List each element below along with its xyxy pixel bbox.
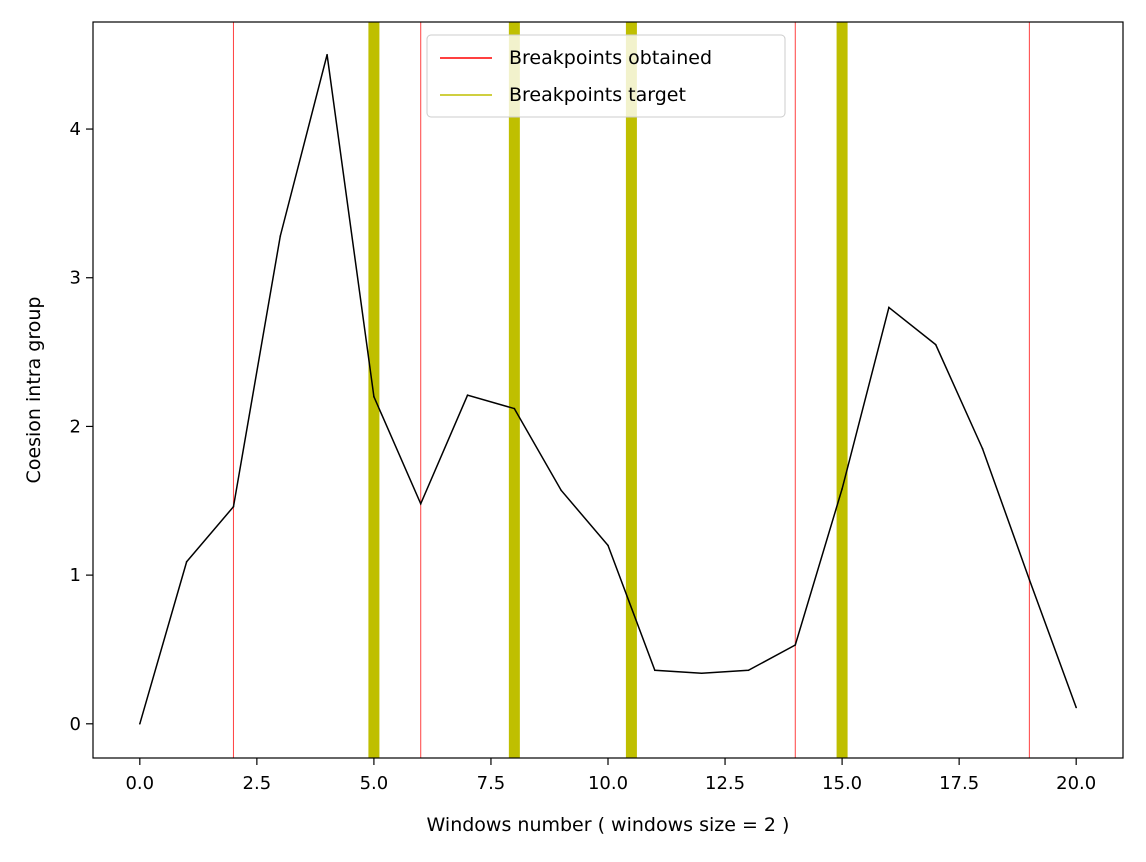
legend-label-target: Breakpoints target [509,84,686,106]
data-point [279,235,282,237]
x-tick-label: 2.5 [243,773,272,794]
y-tick-label: 1 [70,565,81,586]
y-tick-label: 2 [70,416,81,437]
x-tick-label: 0.0 [125,773,154,794]
series-layer [139,53,1077,725]
y-tick-label: 4 [70,119,81,140]
data-point [841,488,843,490]
data-point [747,669,750,672]
x-tick-label: 12.5 [705,773,745,794]
y-tick-label: 3 [70,268,81,289]
legend-box [426,34,786,118]
data-point [934,343,937,346]
data-point [888,306,890,309]
x-tick-label: 5.0 [360,773,389,794]
x-tick-label: 15.0 [822,773,862,794]
data-point [700,672,703,675]
y-axis-label: Coesion intra group [23,297,45,484]
x-tick-label: 17.5 [939,773,979,794]
data-point [373,395,375,398]
x-axis-label: Windows number ( windows size = 2 ) [427,814,790,836]
y-axis: 0 1 2 3 4 [70,119,93,735]
x-axis: 0.0 2.5 5.0 7.5 10.0 12.5 15.0 17.5 20.0 [125,758,1096,794]
x-tick-label: 10.0 [588,773,628,794]
plot-frame [92,21,1124,759]
legend-label-obtained: Breakpoints obtained [509,47,712,69]
data-point [419,502,422,505]
data-point [654,669,656,672]
legend: Breakpoints obtained Breakpoints target [426,34,786,118]
series-line [139,54,1077,725]
data-point [981,447,984,450]
y-tick-label: 0 [70,714,81,735]
x-tick-label: 20.0 [1056,773,1096,794]
data-point [1028,578,1031,581]
data-point [326,53,328,56]
data-point [185,560,188,563]
data-point [1075,706,1077,709]
breakpoint-lines [232,22,1030,758]
data-point [466,394,469,397]
x-tick-label: 7.5 [477,773,506,794]
data-point [139,723,141,725]
data-point [513,407,516,410]
data-point [794,644,797,646]
data-point [560,489,562,492]
data-point [232,505,235,508]
data-point [607,544,609,547]
